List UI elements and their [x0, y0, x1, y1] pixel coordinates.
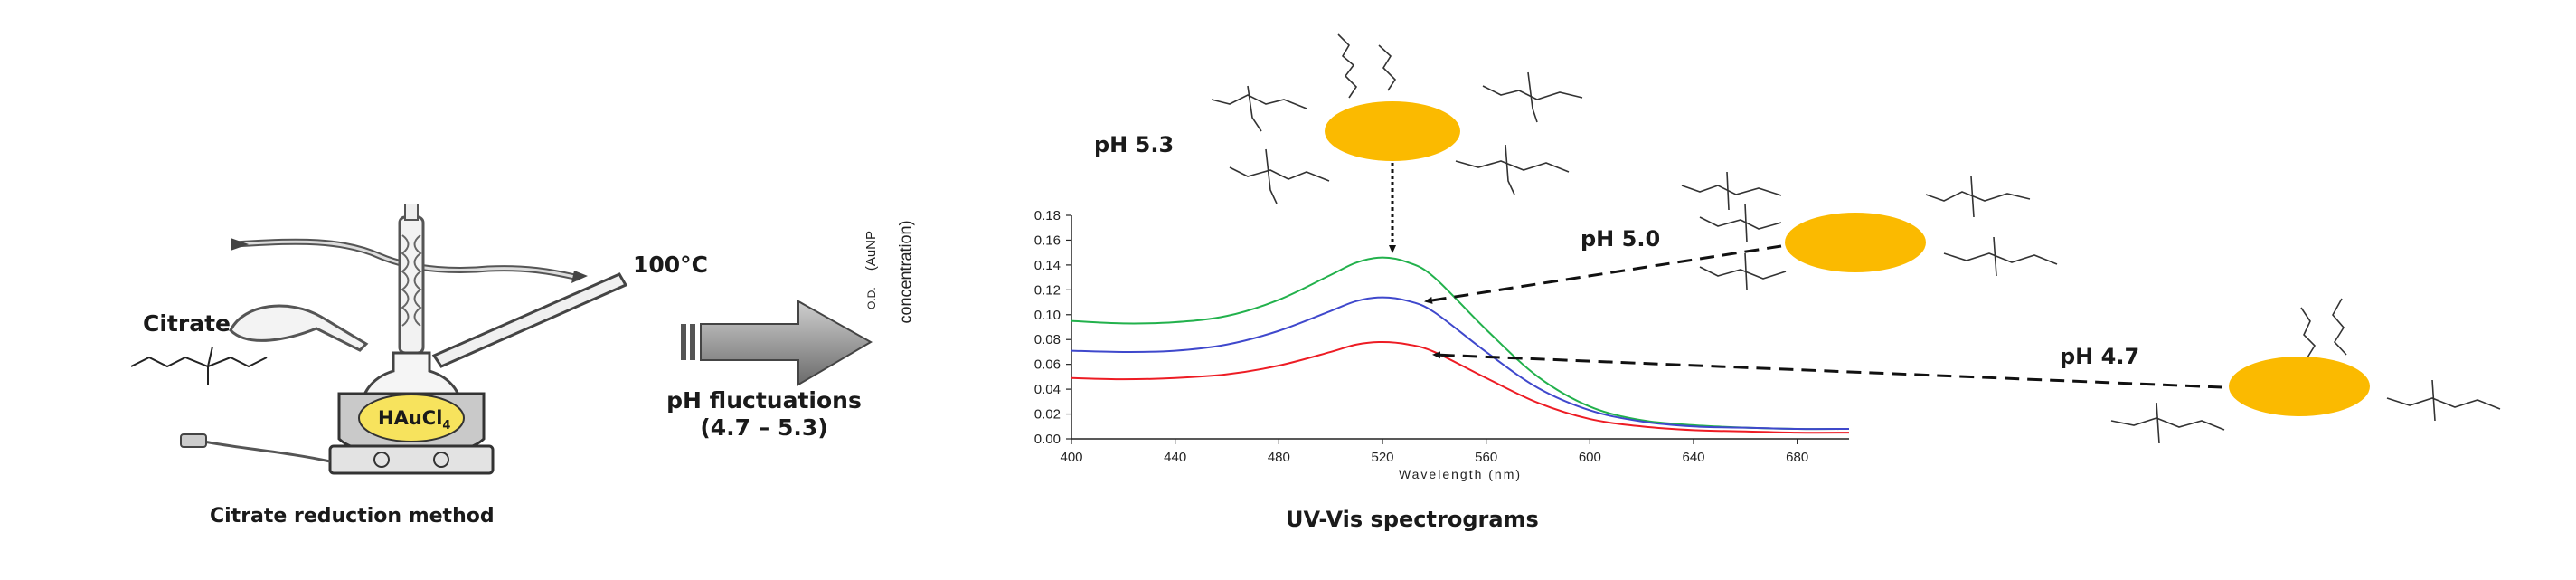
- ph-fluctuation-line2: (4.7 – 5.3): [700, 414, 828, 441]
- reflux-apparatus-illustration: [180, 204, 628, 475]
- flask-content-main: HAuCl: [378, 407, 443, 429]
- spectrogram-caption: UV-Vis spectrograms: [1286, 507, 1539, 532]
- ph-label-53: pH 5.3: [1094, 132, 1175, 157]
- flask-content-label: HAuCl4: [378, 407, 450, 433]
- y-tick-label: 0.16: [1034, 233, 1061, 248]
- gold-solution: [358, 394, 465, 442]
- process-arrow-icon: [681, 300, 873, 386]
- heater-knob-icon: [433, 452, 449, 468]
- spectrum-series-line-1: [1071, 256, 1850, 431]
- citrate-structure-icon: [130, 346, 268, 385]
- stirrer-plate: [328, 444, 495, 475]
- x-tick-label: 400: [1060, 450, 1082, 465]
- flask-content-sub: 4: [442, 419, 451, 433]
- ph-fluctuation-label: pH fluctuations (4.7 – 5.3): [637, 387, 891, 442]
- gold-nanoparticle-ph47: [2229, 357, 2370, 416]
- x-tick-label: 520: [1371, 450, 1393, 465]
- ph-label-50: pH 5.0: [1581, 226, 1661, 252]
- x-tick-label: 640: [1682, 450, 1704, 465]
- gold-nanoparticle-ph53: [1325, 101, 1460, 161]
- y-tick-label: 0.18: [1034, 208, 1061, 223]
- x-tick-label: 560: [1475, 450, 1497, 465]
- citrate-ligands-ph53: [1211, 33, 1583, 204]
- pointer-arrow-ph50: [1424, 244, 1782, 304]
- uv-vis-chart: 0.00 0.02 0.04 0.06 0.08 0.10 0.12 0.14 0.16 0.18…: [1034, 208, 1850, 481]
- x-tick-label: 680: [1786, 450, 1808, 465]
- y-tick-label: 0.06: [1034, 357, 1061, 373]
- y-tick-label: 0.12: [1034, 282, 1061, 298]
- citrate-ligands-ph50: [1681, 171, 2058, 290]
- x-tick-label: 440: [1164, 450, 1186, 465]
- temperature-label: 100°C: [633, 252, 709, 278]
- y-tick-label: 0.04: [1034, 382, 1061, 397]
- citrate-label: Citrate: [143, 310, 231, 337]
- addition-funnel: [229, 304, 369, 352]
- thermometer: [431, 272, 628, 368]
- y-tick-label: 0.08: [1034, 332, 1061, 347]
- power-cable: [198, 439, 331, 463]
- left-caption: Citrate reduction method: [210, 505, 495, 528]
- ph-fluctuation-line1: pH fluctuations: [666, 387, 862, 414]
- y-tick-label: 0.14: [1034, 258, 1061, 273]
- coolant-in-arrow-icon: [231, 238, 249, 251]
- spectrum-series-line-3: [1071, 340, 1850, 434]
- ph-label-47: pH 4.7: [2060, 344, 2140, 369]
- y-tick-label: 0.10: [1034, 308, 1061, 323]
- x-tick-label: 480: [1268, 450, 1290, 465]
- spectrum-series-line-2: [1071, 296, 1850, 431]
- pointer-arrow-ph47: [1432, 351, 2223, 389]
- x-axis-label: Wavelength (nm): [1399, 467, 1522, 481]
- gold-nanoparticle-ph50: [1785, 213, 1926, 272]
- y-tick-label: 0.02: [1034, 407, 1061, 423]
- y-tick-label: 0.00: [1034, 432, 1061, 447]
- x-tick-label: 600: [1579, 450, 1601, 465]
- stirrer-knob-icon: [373, 452, 390, 468]
- coolant-out-arrow-icon: [571, 271, 588, 283]
